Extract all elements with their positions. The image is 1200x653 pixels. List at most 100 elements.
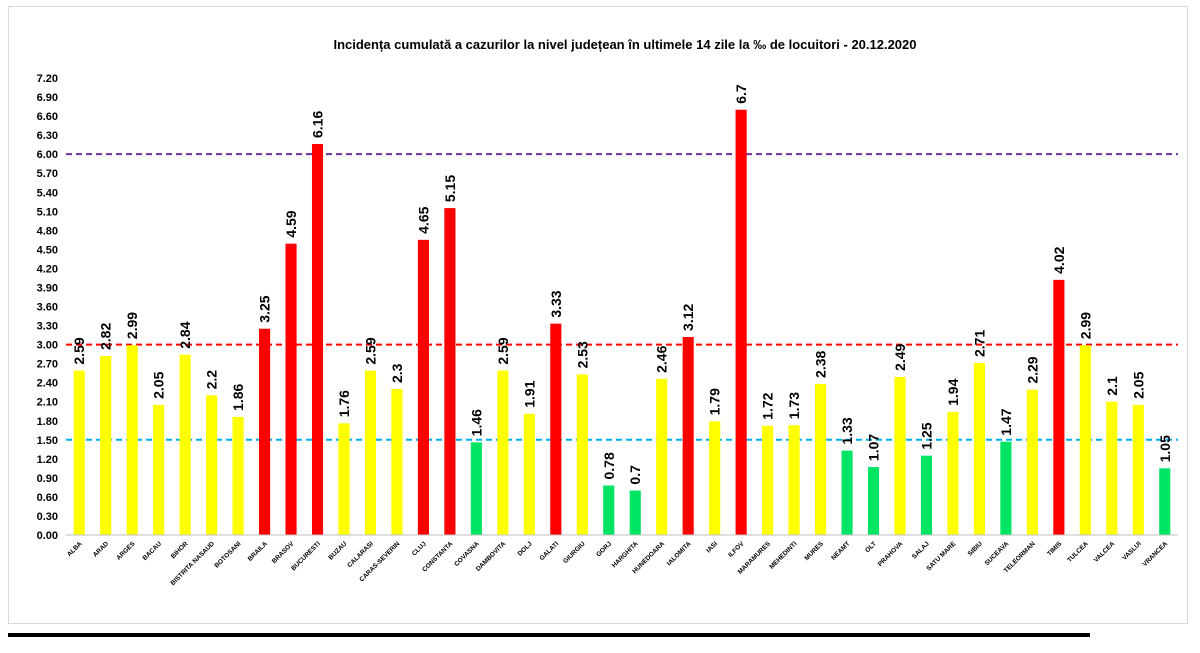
value-label: 4.02 [1051,246,1067,273]
value-label: 0.7 [627,465,643,485]
x-tick-label: OLT [864,540,878,554]
x-tick-label: BRASOV [271,540,296,565]
bar [444,208,456,536]
bar [841,450,853,535]
bar [947,411,959,535]
value-label: 2.3 [389,363,405,383]
bar [391,389,403,535]
bar [735,109,747,535]
x-tick-label: ARAD [92,540,110,558]
bar [232,416,244,535]
x-tick-label: TULCEA [1066,540,1090,564]
bar [206,395,218,535]
x-tick-label: BIHOR [170,540,190,560]
bar [100,356,112,535]
bar [603,485,615,535]
y-tick-label: 1.80 [37,416,58,428]
value-label: 3.25 [257,295,273,322]
bar [709,421,721,535]
bar [259,328,271,535]
value-label: 1.47 [998,408,1014,435]
bar [629,490,641,535]
value-label: 5.15 [442,175,458,202]
chart-frame [8,6,1188,624]
y-tick-label: 6.90 [37,92,58,104]
bar [179,354,191,535]
value-label: 4.65 [415,206,431,233]
value-label: 3.12 [680,304,696,331]
x-tick-label: ILFOV [727,540,746,559]
value-label: 2.82 [98,323,114,350]
bar [576,374,588,535]
x-tick-label: IASI [705,540,719,554]
value-label: 2.29 [1024,356,1040,383]
bar [417,239,429,535]
bar [815,383,827,535]
value-label: 2.2 [204,370,220,390]
y-tick-label: 5.10 [37,206,58,218]
bar [1132,404,1144,535]
reference-lines [66,153,1178,441]
value-label: 2.38 [813,350,829,377]
x-tick-label: CLUJ [411,540,428,557]
value-label: 1.79 [707,388,723,415]
value-label: 4.59 [283,210,299,237]
bar [682,336,694,535]
bar [470,442,482,535]
x-tick-label: GALATI [539,540,561,562]
y-tick-label: 0.00 [37,530,58,542]
bar [973,362,985,535]
value-label: 2.1 [1104,376,1120,396]
x-tick-label: VRANCEA [1141,540,1169,568]
y-tick-label: 3.60 [37,302,58,314]
chart-title: Incidența cumulată a cazurilor la nivel … [333,37,916,52]
x-tick-label: SUCEAVA [984,540,1011,567]
y-tick-label: 5.70 [37,168,58,180]
y-tick-label: 4.20 [37,263,58,275]
bar [311,144,324,535]
x-tick-label: GORJ [595,540,613,558]
value-label: 3.33 [548,290,564,317]
x-tick-label: TIMIS [1046,540,1064,558]
value-label: 1.72 [760,392,776,419]
y-tick-label: 1.50 [37,435,58,447]
x-tick-label: BUZAU [327,540,348,561]
y-tick-label: 4.80 [37,225,58,237]
value-label: 2.53 [574,341,590,368]
value-label: 6.7 [733,84,749,104]
value-label: 6.16 [310,111,326,138]
y-tick-label: 3.30 [37,321,58,333]
x-tick-label: BOTOSANI [213,540,242,569]
bar [338,423,350,535]
value-labels: 2.59 2.82 2.99 2.05 2.84 2.2 1.86 3.25 4.59 6.16 1… [71,84,1173,485]
y-axis: 0.00 0.30 0.60 0.90 1.20 1.50 1.80 2.10 2.40 2.70… [37,73,58,542]
y-tick-label: 5.40 [37,187,58,199]
y-tick-label: 3.00 [37,340,58,352]
y-tick-label: 2.10 [37,397,58,409]
bar [126,345,138,535]
y-tick-label: 6.00 [37,149,58,161]
x-tick-label: DOLJ [517,540,534,557]
y-tick-label: 7.20 [37,73,58,85]
bar [788,425,800,535]
x-tick-label: NEAMT [830,540,851,561]
value-label: 1.05 [1157,435,1173,462]
x-tick-label: ARGES [115,540,137,562]
x-tick-label: BACAU [142,540,164,562]
value-label: 1.46 [468,409,484,436]
y-tick-label: 0.30 [37,511,58,523]
bar [1000,441,1012,535]
bar [1053,279,1065,535]
y-tick-label: 1.20 [37,454,58,466]
value-label: 2.99 [124,312,140,339]
value-label: 1.25 [918,422,934,449]
value-label: 1.76 [336,390,352,417]
x-tick-label: GIURGIU [562,540,587,565]
bar [364,370,377,535]
y-tick-label: 6.60 [37,111,58,123]
y-tick-label: 4.50 [37,244,58,256]
x-tick-label: VALCEA [1093,540,1117,564]
value-label: 1.73 [786,392,802,419]
value-label: 1.07 [866,434,882,461]
